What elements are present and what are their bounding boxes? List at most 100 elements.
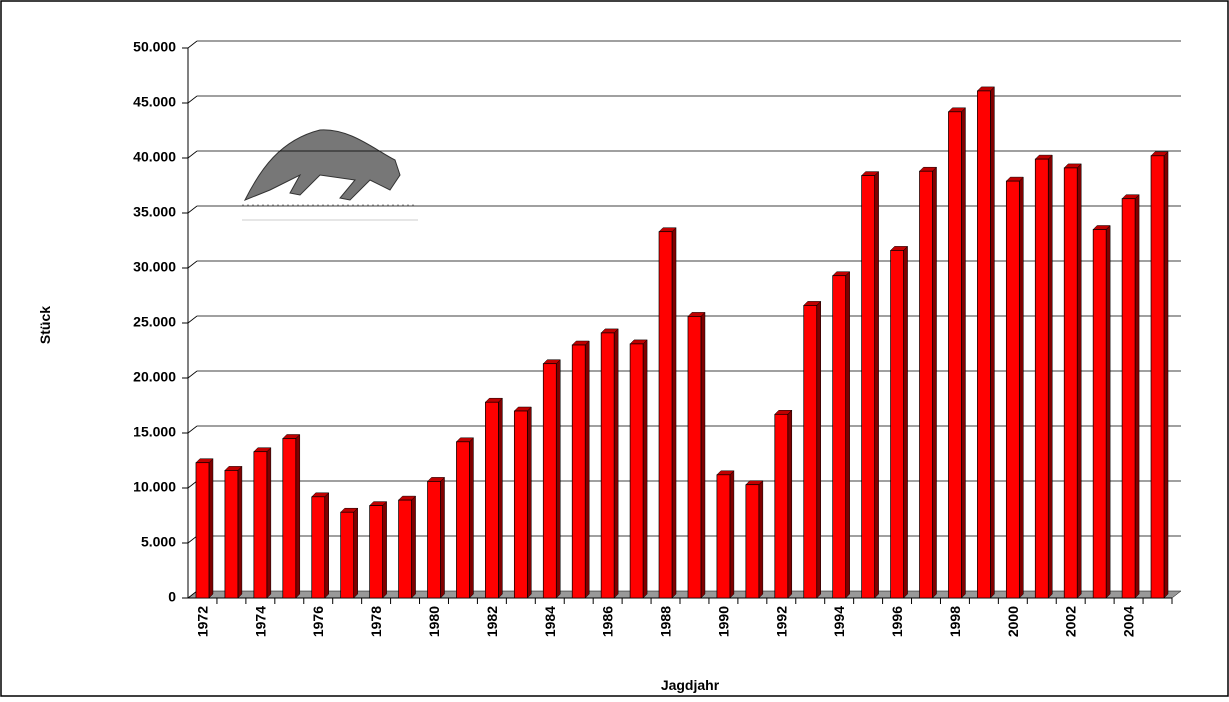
bar-side bbox=[237, 465, 243, 599]
y-tick-label: 20.000 bbox=[133, 369, 176, 385]
x-tick-label: 1988 bbox=[658, 606, 674, 637]
bar-side bbox=[729, 470, 735, 599]
x-tick-label: 1992 bbox=[773, 606, 789, 637]
bar-side bbox=[1048, 154, 1053, 599]
bar-side bbox=[700, 311, 706, 599]
bar bbox=[311, 496, 326, 599]
bar-side bbox=[469, 437, 474, 599]
y-axis-label: Stück bbox=[37, 306, 53, 344]
x-tick-label: 1972 bbox=[194, 606, 210, 637]
bar bbox=[485, 401, 499, 599]
y-tick-label: 15.000 bbox=[133, 424, 176, 440]
bar-side bbox=[527, 406, 532, 599]
x-tick-label: 1994 bbox=[831, 606, 847, 637]
x-tick-label: 1982 bbox=[484, 606, 500, 637]
bar-side bbox=[961, 107, 966, 599]
y-tick-label: 0 bbox=[168, 589, 176, 605]
x-tick-label: 1974 bbox=[252, 606, 268, 637]
bar-side bbox=[642, 339, 648, 599]
bar bbox=[542, 363, 557, 599]
grid-edge bbox=[187, 480, 198, 489]
bar bbox=[1121, 198, 1136, 599]
bar bbox=[253, 451, 268, 599]
grid-edge bbox=[187, 425, 198, 434]
grid-edge bbox=[187, 40, 198, 49]
grid-edge bbox=[187, 370, 198, 379]
x-axis-label: Jagdjahr bbox=[661, 677, 720, 693]
x-tick-label: 1976 bbox=[310, 606, 326, 637]
bar-side bbox=[932, 166, 937, 599]
bar-side bbox=[1105, 224, 1111, 599]
bar bbox=[687, 316, 702, 599]
bar bbox=[195, 462, 210, 599]
y-tick-label: 10.000 bbox=[133, 479, 176, 495]
bar-side bbox=[295, 433, 301, 599]
bar-side bbox=[816, 300, 821, 599]
y-tick-label: 40.000 bbox=[133, 149, 176, 165]
bar-side bbox=[324, 492, 329, 599]
floor bbox=[187, 590, 1182, 599]
bar-side bbox=[787, 409, 793, 599]
bar bbox=[1150, 155, 1165, 599]
bar bbox=[513, 410, 528, 599]
bar bbox=[369, 505, 383, 599]
bar-side bbox=[1163, 151, 1169, 599]
x-tick-label: 1986 bbox=[600, 606, 616, 637]
y-tick-label: 45.000 bbox=[133, 94, 176, 110]
y-tick-label: 25.000 bbox=[133, 314, 176, 330]
bar bbox=[1063, 167, 1078, 599]
bar-side bbox=[440, 476, 445, 599]
bar-side bbox=[845, 271, 850, 599]
bar bbox=[427, 481, 441, 599]
grid-edge bbox=[187, 150, 198, 159]
bar bbox=[890, 250, 904, 599]
bar-side bbox=[613, 328, 619, 599]
y-tick-label: 35.000 bbox=[133, 204, 176, 220]
bar-side bbox=[208, 458, 214, 599]
bar bbox=[224, 470, 239, 599]
bar bbox=[456, 441, 470, 599]
bar bbox=[716, 474, 731, 599]
x-tick-label: 2002 bbox=[1063, 606, 1079, 637]
bar bbox=[948, 111, 962, 599]
x-tick-label: 1998 bbox=[947, 606, 963, 637]
bar bbox=[340, 511, 355, 599]
bar bbox=[745, 484, 760, 599]
grid-edge bbox=[187, 315, 198, 324]
y-tick-label: 30.000 bbox=[133, 259, 176, 275]
y-tick-label: 50.000 bbox=[133, 39, 176, 55]
bar bbox=[398, 499, 412, 599]
bar-side bbox=[903, 245, 908, 599]
bar bbox=[832, 275, 847, 599]
grid-edge bbox=[187, 590, 198, 599]
bar bbox=[629, 343, 644, 599]
x-tick-label: 1980 bbox=[426, 606, 442, 637]
x-tick-label: 1990 bbox=[715, 606, 731, 637]
grid-edge bbox=[187, 535, 198, 544]
x-tick-label: 1984 bbox=[542, 606, 558, 637]
fox-illustration bbox=[240, 125, 418, 221]
bar bbox=[282, 438, 297, 599]
bar-side bbox=[1019, 176, 1024, 599]
x-tick-label: 2000 bbox=[1005, 606, 1021, 637]
x-tick-label: 1978 bbox=[368, 606, 384, 637]
bar bbox=[571, 344, 586, 599]
grid-edge bbox=[187, 205, 198, 214]
bar bbox=[861, 175, 875, 599]
bar bbox=[803, 305, 818, 599]
bar bbox=[1005, 180, 1020, 599]
x-tick-label: 1996 bbox=[889, 606, 905, 637]
bar-side bbox=[411, 495, 416, 599]
bar-side bbox=[584, 340, 590, 599]
bar bbox=[977, 90, 991, 599]
bar-side bbox=[1076, 163, 1082, 599]
bar-side bbox=[990, 86, 995, 599]
grid-edge bbox=[187, 95, 198, 104]
bar-side bbox=[498, 397, 503, 599]
grid-edge bbox=[187, 260, 198, 269]
bar bbox=[658, 231, 673, 599]
x-tick-label: 2004 bbox=[1121, 606, 1137, 637]
y-tick-label: 5.000 bbox=[141, 534, 176, 550]
bar bbox=[1034, 158, 1049, 599]
